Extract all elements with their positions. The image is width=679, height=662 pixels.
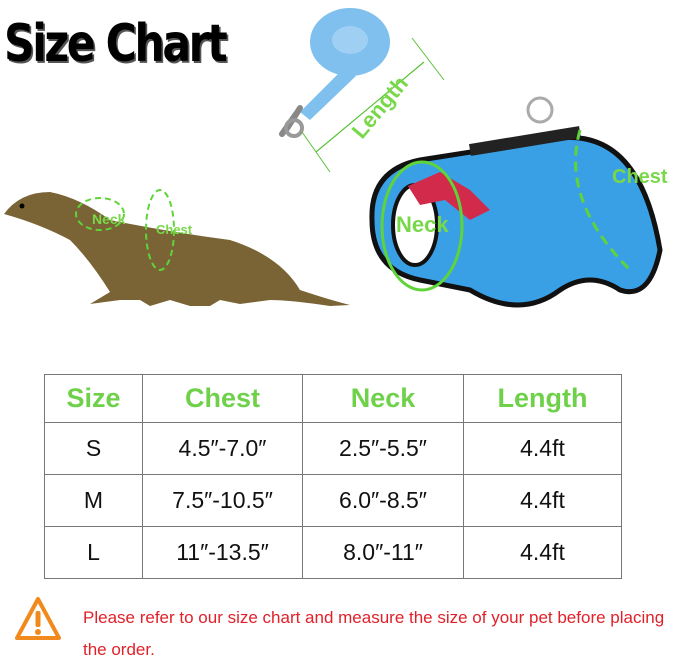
header-size: Size xyxy=(44,374,143,423)
harness-chest-label: Chest xyxy=(612,166,668,188)
ferret-chest-marker xyxy=(145,189,175,271)
cell-length: 4.4ft xyxy=(463,474,622,527)
length-label: Length xyxy=(347,71,413,143)
warning-icon xyxy=(15,597,61,640)
cell-chest: 7.5″-10.5″ xyxy=(142,474,303,527)
measurement-note: Please refer to our size chart and measu… xyxy=(83,608,665,659)
leash-illustration xyxy=(279,8,390,138)
ferret-neck-marker xyxy=(75,197,125,231)
cell-neck: 2.5″-5.5″ xyxy=(302,422,464,475)
table-row: M 7.5″-10.5″ 6.0″-8.5″ 4.4ft xyxy=(44,474,622,527)
ferret-chest-label: Chest xyxy=(156,222,193,237)
cell-length: 4.4ft xyxy=(463,422,622,475)
ferret-neck-label: Neck xyxy=(92,211,126,227)
harness-neck-marker xyxy=(380,160,464,292)
header-length: Length xyxy=(463,374,622,423)
harness-neck-label: Neck xyxy=(396,212,449,237)
harness-chest-marker xyxy=(574,129,632,272)
page-title: Size Chart xyxy=(4,14,228,74)
cell-neck: 6.0″-8.5″ xyxy=(302,474,464,527)
ferret-illustration xyxy=(4,192,350,306)
table-row: L 11″-13.5″ 8.0″-11″ 4.4ft xyxy=(44,526,622,579)
harness-illustration xyxy=(369,96,663,308)
size-table: Size Chest Neck Length S 4.5″-7.0″ 2.5″-… xyxy=(44,374,622,579)
header-chest: Chest xyxy=(142,374,303,423)
cell-chest: 4.5″-7.0″ xyxy=(142,422,303,475)
header-neck: Neck xyxy=(302,374,464,423)
illustrations: Length Neck Chest Neck Chest xyxy=(4,8,668,308)
cell-size: S xyxy=(44,422,143,475)
cell-chest: 11″-13.5″ xyxy=(142,526,303,579)
cell-size: L xyxy=(44,526,143,579)
table-header-row: Size Chest Neck Length xyxy=(44,374,622,423)
cell-length: 4.4ft xyxy=(463,526,622,579)
cell-size: M xyxy=(44,474,143,527)
cell-neck: 8.0″-11″ xyxy=(302,526,464,579)
table-row: S 4.5″-7.0″ 2.5″-5.5″ 4.4ft xyxy=(44,422,622,475)
